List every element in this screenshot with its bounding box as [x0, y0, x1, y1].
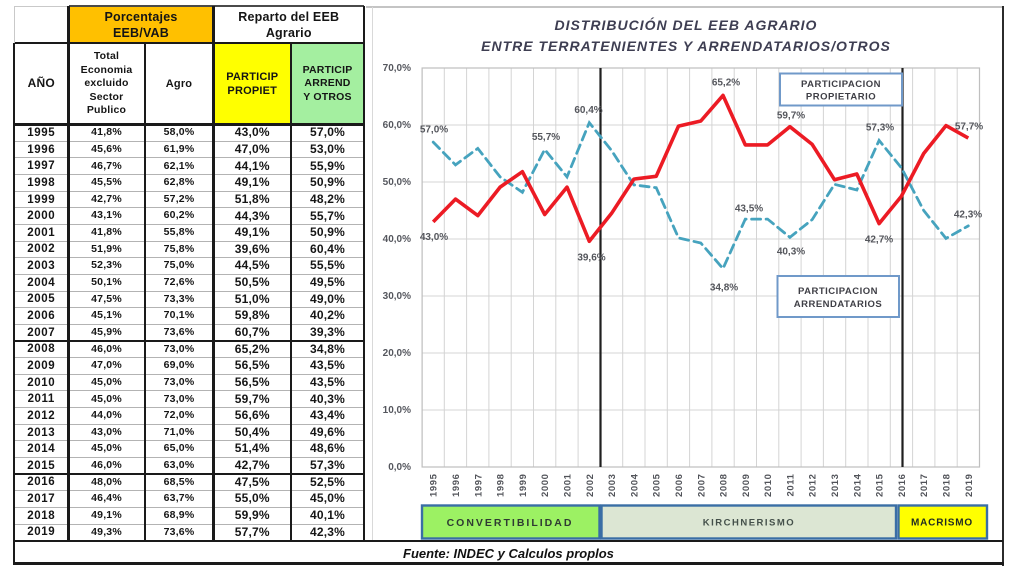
- svg-text:20,0%: 20,0%: [383, 348, 411, 359]
- svg-text:DISTRIBUCIÓN DEL EEB AGRARIO: DISTRIBUCIÓN DEL EEB AGRARIO: [555, 16, 818, 33]
- svg-text:40,3%: 40,3%: [777, 246, 805, 257]
- svg-text:2013: 2013: [830, 474, 841, 498]
- svg-text:2000: 2000: [540, 474, 551, 498]
- svg-text:1998: 1998: [496, 473, 507, 497]
- svg-text:Fuente: INDEC y Calculos propl: Fuente: INDEC y Calculos proplos: [403, 546, 614, 561]
- svg-text:60,0%: 60,0%: [383, 120, 411, 131]
- svg-text:2017: 2017: [919, 474, 930, 498]
- svg-text:2010: 2010: [763, 474, 774, 498]
- svg-text:2012: 2012: [808, 474, 819, 498]
- svg-text:1995: 1995: [429, 473, 440, 497]
- svg-text:2001: 2001: [563, 473, 574, 497]
- svg-text:0,0%: 0,0%: [388, 462, 411, 473]
- svg-text:2005: 2005: [652, 473, 663, 497]
- svg-text:2003: 2003: [607, 474, 618, 498]
- svg-text:2011: 2011: [785, 473, 796, 496]
- svg-text:2015: 2015: [875, 473, 886, 497]
- svg-text:MACRISMO: MACRISMO: [911, 518, 973, 529]
- svg-text:42,3%: 42,3%: [954, 209, 982, 220]
- svg-text:2002: 2002: [585, 474, 596, 498]
- svg-text:42,7%: 42,7%: [865, 234, 893, 245]
- svg-text:34,8%: 34,8%: [710, 282, 738, 293]
- svg-text:2006: 2006: [674, 474, 685, 498]
- svg-text:2016: 2016: [897, 474, 908, 498]
- svg-text:2014: 2014: [852, 473, 863, 497]
- svg-text:70,0%: 70,0%: [383, 63, 411, 74]
- svg-text:40,0%: 40,0%: [383, 234, 411, 245]
- svg-text:57,7%: 57,7%: [955, 121, 983, 132]
- svg-text:2018: 2018: [942, 474, 953, 498]
- svg-text:50,0%: 50,0%: [383, 177, 411, 188]
- svg-text:39,6%: 39,6%: [577, 252, 605, 263]
- svg-text:55,7%: 55,7%: [532, 132, 560, 143]
- svg-text:57,0%: 57,0%: [420, 124, 448, 135]
- svg-text:2007: 2007: [696, 474, 707, 498]
- svg-text:65,2%: 65,2%: [712, 77, 740, 88]
- svg-text:PARTICIPACION: PARTICIPACION: [801, 79, 881, 90]
- svg-text:2019: 2019: [964, 474, 975, 498]
- svg-text:43,0%: 43,0%: [420, 232, 448, 243]
- svg-text:2004: 2004: [629, 473, 640, 497]
- svg-text:1997: 1997: [473, 474, 484, 498]
- svg-text:KIRCHNERISMO: KIRCHNERISMO: [703, 518, 795, 529]
- svg-text:57,3%: 57,3%: [866, 122, 894, 133]
- svg-text:1999: 1999: [518, 474, 529, 498]
- svg-text:43,5%: 43,5%: [735, 203, 763, 214]
- svg-text:60,4%: 60,4%: [574, 105, 602, 116]
- svg-text:2009: 2009: [741, 474, 752, 498]
- svg-text:ARRENDATARIOS: ARRENDATARIOS: [794, 299, 882, 310]
- svg-text:PROPIETARIO: PROPIETARIO: [806, 92, 876, 103]
- svg-text:PARTICIPACION: PARTICIPACION: [798, 286, 878, 297]
- svg-text:ENTRE TERRATENIENTES Y ARRENDA: ENTRE TERRATENIENTES Y ARRENDATARIOS/OTR…: [481, 38, 891, 54]
- svg-text:CONVERTIBILIDAD: CONVERTIBILIDAD: [447, 517, 574, 529]
- svg-text:30,0%: 30,0%: [383, 291, 411, 302]
- svg-text:59,7%: 59,7%: [777, 110, 805, 121]
- svg-text:10,0%: 10,0%: [383, 405, 411, 416]
- svg-text:1996: 1996: [451, 474, 462, 498]
- svg-text:2008: 2008: [719, 474, 730, 498]
